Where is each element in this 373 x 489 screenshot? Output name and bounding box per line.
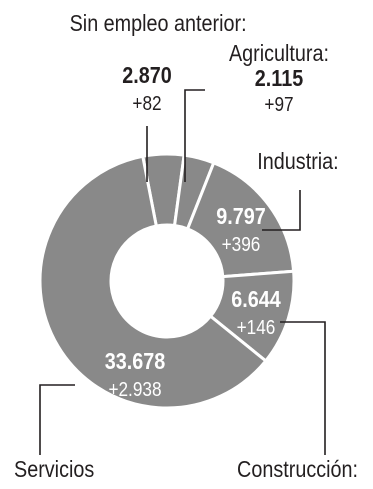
leader-line-construccion xyxy=(280,321,326,455)
change-label-industria: +396 xyxy=(221,234,261,256)
leader-lines xyxy=(39,89,326,455)
change-label-sin-empleo: +82 xyxy=(132,93,162,115)
category-label-servicios: Servicios xyxy=(14,456,95,482)
leader-line-industria xyxy=(262,190,301,231)
value-label-sin-empleo: 2.870 xyxy=(122,62,172,88)
category-label-construccion: Construcción: xyxy=(237,456,358,482)
value-label-agricultura: 2.115 xyxy=(254,65,304,91)
donut-slices xyxy=(38,152,296,410)
leader-line-agricultura xyxy=(184,89,205,182)
value-label-construccion: 6.644 xyxy=(231,286,281,312)
change-label-agricultura: +97 xyxy=(264,94,294,116)
leader-line-servicios xyxy=(39,384,75,455)
slice-servicios xyxy=(38,154,268,410)
slice-industria xyxy=(185,160,296,279)
change-label-construccion: +146 xyxy=(236,317,276,339)
value-label-servicios: 33.678 xyxy=(104,348,166,374)
category-label-sin-empleo: Sin empleo anterior: xyxy=(69,10,247,36)
change-label-servicios: +2.938 xyxy=(108,379,162,401)
category-label-agricultura: Agricultura: xyxy=(228,40,330,66)
value-label-industria: 9.797 xyxy=(216,203,266,229)
category-label-industria: Industria: xyxy=(257,148,339,174)
